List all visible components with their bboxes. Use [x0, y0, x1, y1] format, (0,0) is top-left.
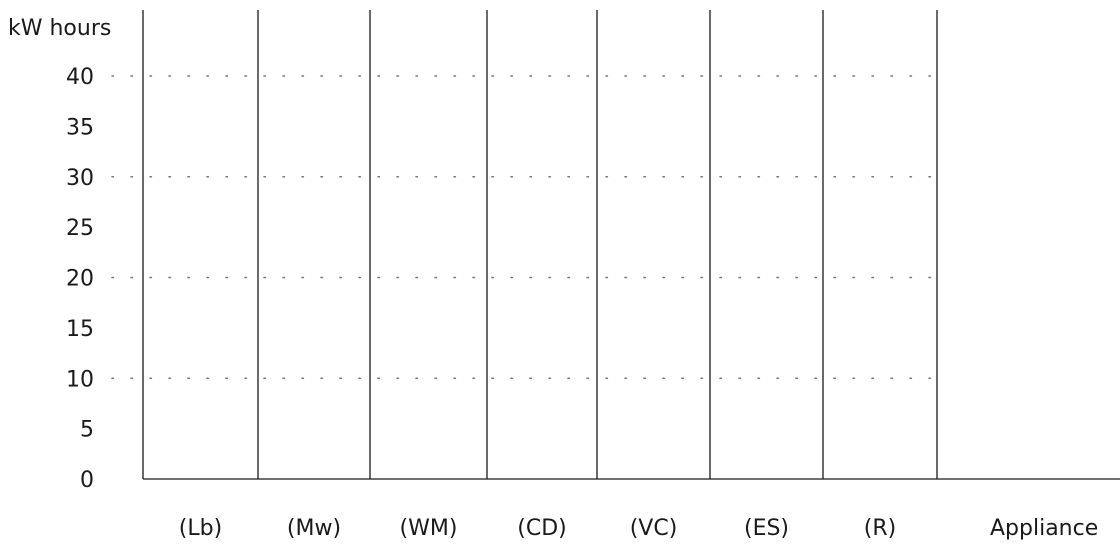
category-label: (CD) [517, 516, 566, 541]
category-labels: (Lb) (Mw) (WM) (CD) (VC) (ES) (R) [179, 516, 896, 541]
category-label: (WM) [400, 516, 458, 541]
y-tick-label: 30 [66, 166, 94, 191]
category-label: (Mw) [287, 516, 341, 541]
y-tick-label: 5 [80, 418, 94, 443]
y-tick-label: 10 [66, 367, 94, 392]
y-tick-label: 40 [66, 65, 94, 90]
y-tick-label: 0 [80, 468, 94, 493]
y-axis-title: kW hours [8, 16, 111, 41]
y-tick-label: 35 [66, 115, 94, 140]
y-tick-label: 15 [66, 317, 94, 342]
category-label: (ES) [744, 516, 789, 541]
y-tick-label: 20 [66, 267, 94, 292]
category-label: (R) [864, 516, 896, 541]
x-axis-title: Appliance [990, 516, 1098, 541]
y-tick-labels: 0 5 10 15 20 25 30 35 40 [66, 65, 94, 493]
y-tick-label: 25 [66, 216, 94, 241]
grid-layer [111, 75, 938, 380]
category-label: (Lb) [179, 516, 222, 541]
category-label: (VC) [630, 516, 678, 541]
column-divider-layer [142, 10, 938, 479]
